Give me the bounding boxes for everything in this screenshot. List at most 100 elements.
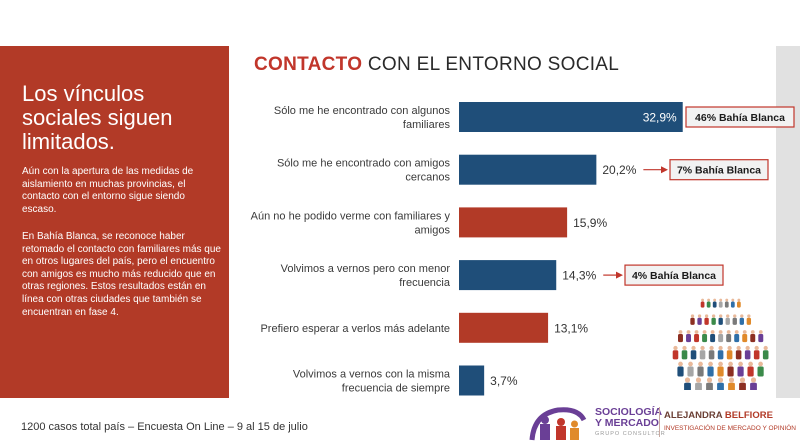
person-head bbox=[691, 345, 696, 351]
person-head bbox=[673, 345, 678, 351]
person-body bbox=[700, 301, 705, 308]
person-head bbox=[695, 377, 702, 383]
left-paragraph-2: En Bahía Blanca, se reconoce haber retom… bbox=[22, 231, 221, 318]
person-head bbox=[740, 314, 744, 318]
bar-5 bbox=[459, 365, 485, 396]
person-body bbox=[686, 334, 691, 343]
chart-title-bold: CONTACTO bbox=[254, 54, 363, 75]
right-strip bbox=[776, 46, 800, 398]
person-body bbox=[750, 382, 757, 394]
category-label-4: Prefiero esperar a verlos más adelante bbox=[260, 323, 450, 335]
person-last: BELFIORE bbox=[724, 410, 773, 421]
person-head bbox=[728, 361, 733, 367]
person-body bbox=[726, 350, 733, 360]
callout-box-1 bbox=[669, 159, 769, 181]
person-body bbox=[762, 350, 769, 360]
person-head bbox=[719, 298, 723, 302]
person-head bbox=[682, 345, 687, 351]
person-body bbox=[690, 317, 695, 325]
person-body bbox=[746, 317, 752, 325]
chart-title-rest: CON EL ENTORNO SOCIAL bbox=[367, 54, 620, 75]
person-head bbox=[708, 361, 713, 367]
person-body bbox=[711, 317, 716, 325]
person-head bbox=[706, 377, 713, 383]
person-head bbox=[700, 345, 705, 351]
person-body bbox=[732, 317, 737, 325]
person-body bbox=[747, 366, 754, 377]
callout-arrowhead-2 bbox=[616, 271, 623, 279]
person-body bbox=[694, 334, 700, 343]
person-head bbox=[698, 361, 703, 367]
category-label-1: Sólo me he encontrado con amigos cercanos bbox=[277, 158, 451, 184]
value-label-3: 14,3% bbox=[562, 269, 596, 283]
person-body bbox=[717, 350, 724, 360]
person-head bbox=[686, 330, 691, 334]
person-body bbox=[734, 334, 740, 343]
person-head bbox=[694, 330, 699, 334]
left-title: Los vínculos sociales siguen limitados. bbox=[22, 81, 173, 154]
person-body bbox=[704, 317, 709, 325]
person-body bbox=[712, 301, 717, 308]
crowd-illustration bbox=[665, 290, 777, 394]
person-body bbox=[672, 350, 679, 360]
person-body bbox=[718, 334, 724, 343]
person-body bbox=[718, 301, 723, 308]
person-body bbox=[706, 382, 713, 394]
person-head bbox=[697, 314, 702, 318]
person-sub: INVESTIGACIÓN DE MERCADO Y OPINIÓN bbox=[664, 425, 796, 432]
person-head bbox=[718, 361, 723, 367]
left-panel bbox=[0, 46, 229, 398]
brand-sub: GRUPO CONSULTOR bbox=[595, 431, 666, 437]
category-label-5: Volvimos a vernos con la misma frecuencia… bbox=[293, 369, 451, 395]
person-head bbox=[726, 330, 731, 334]
person-body bbox=[718, 317, 723, 325]
category-label-3: Volvimos a vernos pero con menor frecuenc… bbox=[281, 263, 451, 289]
left-paragraph-1: Aún con la apertura de las medidas de ai… bbox=[22, 166, 194, 215]
person-body bbox=[726, 334, 732, 343]
callout-box-2 bbox=[624, 264, 724, 286]
footer-note: 1200 casos total país – Encuesta On Line… bbox=[21, 421, 308, 433]
person-head bbox=[742, 330, 747, 334]
person-body bbox=[737, 301, 741, 308]
person-head bbox=[711, 314, 716, 318]
person-head bbox=[688, 361, 693, 367]
person-head bbox=[718, 330, 723, 334]
category-label-0: Sólo me he encontrado con algunos familia… bbox=[274, 105, 451, 131]
top-rule bbox=[0, 0, 800, 6]
person-body bbox=[687, 366, 694, 377]
person-body bbox=[728, 382, 735, 394]
person-body bbox=[706, 301, 711, 308]
person-head bbox=[727, 345, 732, 351]
person-body bbox=[739, 382, 746, 394]
value-label-1: 20,2% bbox=[602, 163, 636, 177]
chart-title: CONTACTO CON EL ENTORNO SOCIAL bbox=[254, 54, 619, 76]
person-body bbox=[695, 382, 702, 394]
person-body bbox=[750, 334, 756, 343]
person-body bbox=[684, 382, 691, 394]
person-head bbox=[758, 361, 763, 367]
callout-text-1: 7% Bahía Blanca bbox=[677, 165, 761, 177]
person-body bbox=[717, 382, 724, 394]
person-head bbox=[747, 314, 751, 318]
person-body bbox=[697, 317, 702, 325]
value-label-0: 32,9% bbox=[643, 111, 677, 125]
person-body bbox=[742, 334, 748, 343]
person-body bbox=[744, 350, 751, 360]
person-head bbox=[704, 314, 709, 318]
callout-arrowhead-1 bbox=[661, 166, 668, 174]
callout-box-0 bbox=[685, 106, 795, 128]
person-body bbox=[739, 317, 744, 325]
person-head bbox=[737, 298, 741, 302]
person-head bbox=[734, 330, 739, 334]
value-label-5: 3,7% bbox=[490, 374, 518, 388]
value-label-4: 13,1% bbox=[554, 321, 588, 335]
person-head bbox=[750, 330, 755, 334]
person-head bbox=[750, 377, 757, 383]
person-body bbox=[699, 350, 706, 360]
person-body bbox=[717, 366, 724, 377]
person-head bbox=[728, 377, 735, 383]
person-head bbox=[758, 330, 763, 334]
bar-0 bbox=[459, 102, 683, 132]
person-body bbox=[697, 366, 704, 377]
